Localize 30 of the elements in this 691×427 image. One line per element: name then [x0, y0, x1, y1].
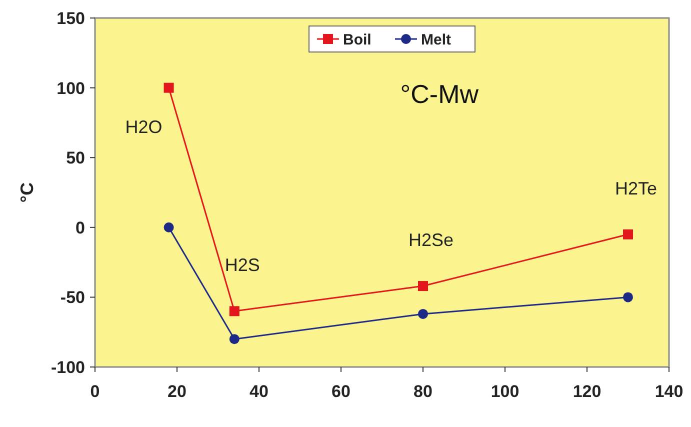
x-tick-label: 40	[250, 382, 268, 401]
x-tick-label: 120	[572, 382, 602, 401]
point	[623, 292, 633, 302]
x-tick-label: 20	[168, 382, 186, 401]
x-tick-label: 100	[490, 382, 520, 401]
annotation: H2O	[125, 116, 162, 137]
point	[164, 222, 174, 232]
x-tick-label: 80	[414, 382, 432, 401]
point	[229, 306, 240, 316]
y-tick-label: 50	[66, 148, 85, 168]
point	[164, 82, 174, 93]
annotation: H2S	[224, 255, 260, 276]
y-tick-label: -100	[50, 358, 85, 377]
point	[229, 334, 240, 344]
legend-label: Boil	[343, 31, 372, 48]
text: °C-Mw	[400, 79, 479, 109]
annotation: H2Se	[408, 230, 454, 250]
point	[418, 308, 428, 319]
legend-label: Melt	[421, 31, 452, 48]
y-tick-label: -50	[60, 288, 85, 308]
y-tick-label: 100	[56, 78, 85, 98]
y-tick-label: 150	[56, 8, 85, 28]
x-tick-label: 140	[654, 382, 684, 401]
x-tick-label: 0	[90, 382, 100, 401]
annotation: H2Te	[614, 178, 658, 198]
y-tick-label: 0	[76, 218, 85, 238]
x-tick-label: 60	[332, 382, 350, 401]
point	[623, 229, 633, 240]
point	[418, 281, 428, 292]
y-axis-title: °C	[17, 182, 37, 203]
